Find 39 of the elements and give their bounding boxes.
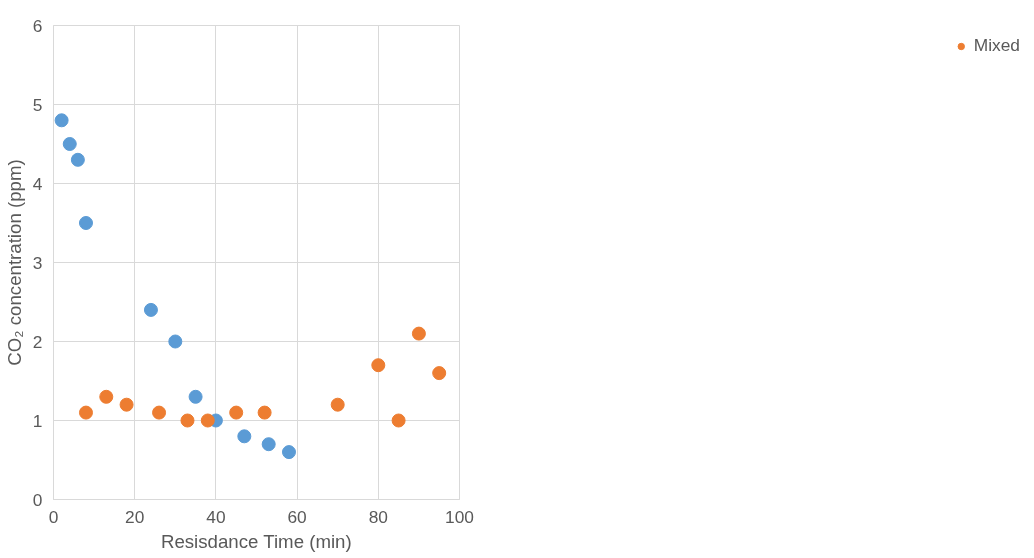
point (391, 413, 406, 428)
point (99, 389, 114, 404)
point (62, 137, 77, 151)
y-tick-label: 3 (32, 252, 43, 273)
x-axis-title: Resisdance Time (min) (160, 530, 352, 552)
point (281, 445, 296, 460)
y-tick-label: 5 (32, 94, 43, 115)
point (237, 429, 252, 444)
point (180, 413, 195, 428)
point (330, 397, 345, 412)
point (371, 358, 386, 373)
x-tick-label: 60 (287, 506, 307, 527)
point (143, 302, 158, 317)
legend-label: Mixed (973, 35, 1020, 56)
point (411, 326, 426, 341)
x-tick-label: 0 (48, 506, 59, 527)
y-tick-label: 0 (32, 489, 43, 510)
point (152, 405, 167, 420)
x-tick-label: 20 (125, 506, 145, 527)
point (200, 413, 215, 428)
point (261, 437, 276, 452)
y-tick-label: 1 (32, 410, 43, 431)
point (70, 152, 85, 167)
x-tick-label: 40 (206, 506, 226, 527)
point (432, 366, 447, 381)
point (168, 334, 183, 349)
point (54, 113, 69, 128)
point (119, 397, 134, 412)
point (229, 405, 244, 420)
y-axis-title: CO₂ concentration (ppm) (3, 159, 25, 366)
y-tick-label: 2 (32, 331, 43, 352)
x-tick-label: 100 (445, 506, 474, 527)
y-tick-label: 4 (32, 173, 43, 194)
point (78, 405, 93, 420)
point (78, 216, 93, 230)
point (188, 389, 203, 404)
point (257, 405, 272, 420)
x-tick-label: 80 (368, 506, 388, 527)
y-tick-label: 6 (32, 15, 43, 36)
